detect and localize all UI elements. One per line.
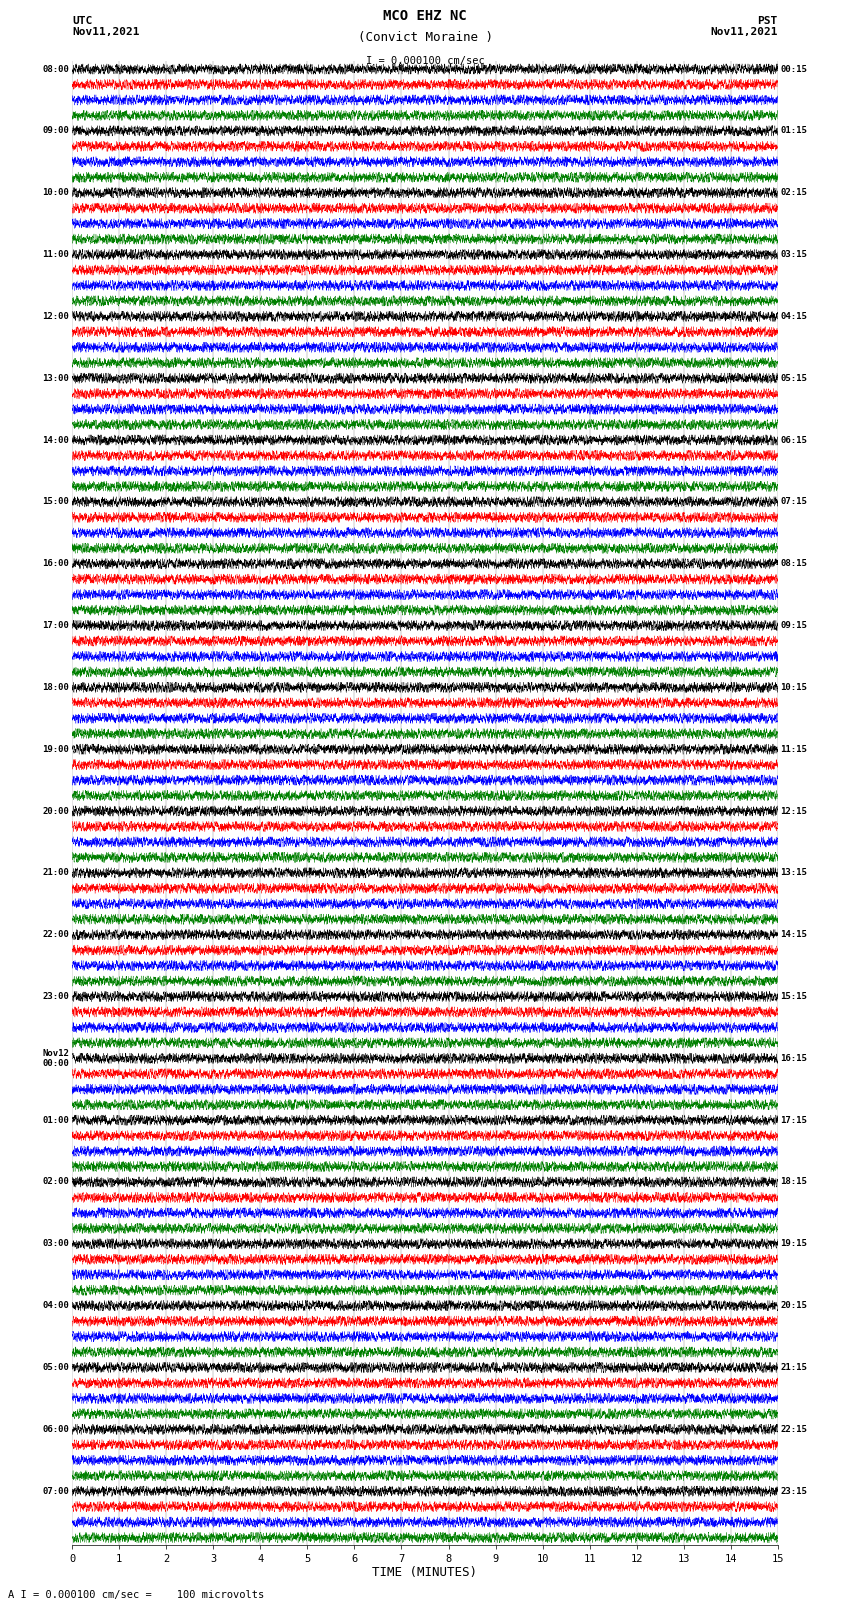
Text: 08:15: 08:15: [780, 560, 808, 568]
Text: 20:15: 20:15: [780, 1302, 808, 1310]
Text: 03:00: 03:00: [42, 1239, 70, 1248]
Text: 07:15: 07:15: [780, 497, 808, 506]
Text: 10:15: 10:15: [780, 682, 808, 692]
Text: 03:15: 03:15: [780, 250, 808, 260]
Text: 00:15: 00:15: [780, 65, 808, 74]
Text: 10:00: 10:00: [42, 189, 70, 197]
Text: 14:00: 14:00: [42, 436, 70, 445]
Text: 19:00: 19:00: [42, 745, 70, 753]
Text: A I = 0.000100 cm/sec =    100 microvolts: A I = 0.000100 cm/sec = 100 microvolts: [8, 1590, 264, 1600]
Text: 22:00: 22:00: [42, 931, 70, 939]
Text: 06:15: 06:15: [780, 436, 808, 445]
Text: 12:00: 12:00: [42, 311, 70, 321]
Text: 15:15: 15:15: [780, 992, 808, 1002]
Text: 12:15: 12:15: [780, 806, 808, 816]
Text: 09:00: 09:00: [42, 126, 70, 135]
Text: 07:00: 07:00: [42, 1487, 70, 1495]
Text: 11:00: 11:00: [42, 250, 70, 260]
Text: UTC: UTC: [72, 16, 93, 26]
Text: 13:15: 13:15: [780, 868, 808, 877]
Text: 13:00: 13:00: [42, 374, 70, 382]
Text: 17:00: 17:00: [42, 621, 70, 631]
Text: 08:00: 08:00: [42, 65, 70, 74]
Text: 14:15: 14:15: [780, 931, 808, 939]
Text: 16:00: 16:00: [42, 560, 70, 568]
Text: 21:00: 21:00: [42, 868, 70, 877]
Text: 01:15: 01:15: [780, 126, 808, 135]
Text: 17:15: 17:15: [780, 1116, 808, 1124]
Text: 20:00: 20:00: [42, 806, 70, 816]
Text: 18:00: 18:00: [42, 682, 70, 692]
Text: 09:15: 09:15: [780, 621, 808, 631]
Text: 05:15: 05:15: [780, 374, 808, 382]
Text: PST: PST: [757, 16, 778, 26]
Text: 18:15: 18:15: [780, 1177, 808, 1187]
Text: Nov11,2021: Nov11,2021: [711, 27, 778, 37]
Text: 11:15: 11:15: [780, 745, 808, 753]
Text: 06:00: 06:00: [42, 1424, 70, 1434]
Text: 04:15: 04:15: [780, 311, 808, 321]
Text: 04:00: 04:00: [42, 1302, 70, 1310]
Text: 02:15: 02:15: [780, 189, 808, 197]
Text: 19:15: 19:15: [780, 1239, 808, 1248]
Text: Nov12
00:00: Nov12 00:00: [42, 1048, 70, 1068]
Text: 23:15: 23:15: [780, 1487, 808, 1495]
Text: 23:00: 23:00: [42, 992, 70, 1002]
Text: 21:15: 21:15: [780, 1363, 808, 1373]
Text: I = 0.000100 cm/sec: I = 0.000100 cm/sec: [366, 56, 484, 66]
Text: (Convict Moraine ): (Convict Moraine ): [358, 31, 492, 44]
Text: 02:00: 02:00: [42, 1177, 70, 1187]
Text: Nov11,2021: Nov11,2021: [72, 27, 139, 37]
Text: 22:15: 22:15: [780, 1424, 808, 1434]
Text: TIME (MINUTES): TIME (MINUTES): [372, 1566, 478, 1579]
Text: 01:00: 01:00: [42, 1116, 70, 1124]
Text: 15:00: 15:00: [42, 497, 70, 506]
Text: 16:15: 16:15: [780, 1053, 808, 1063]
Text: 05:00: 05:00: [42, 1363, 70, 1373]
Text: MCO EHZ NC: MCO EHZ NC: [383, 8, 467, 23]
